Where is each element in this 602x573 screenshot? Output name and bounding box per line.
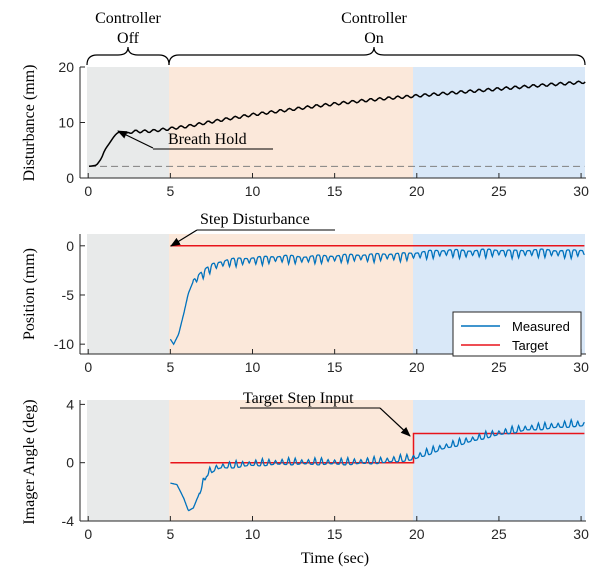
legend-box	[452, 311, 582, 357]
y-tick-label: 0	[66, 238, 74, 254]
disturbance-line	[88, 80, 586, 168]
x-axis-label: Time (sec)	[301, 550, 369, 567]
x-tick-label: 10	[245, 526, 261, 542]
x-tick-label: 30	[573, 183, 589, 199]
x-tick-label: 10	[245, 359, 261, 375]
y-tick-label: 0	[66, 455, 74, 471]
phase-label-on-line2: On	[364, 30, 384, 47]
x-tick-label: 30	[573, 359, 589, 375]
disturbance-panel: 0 5 10 15 20 25 30 0 10 20 Disturbance (mm) Brea…	[21, 59, 589, 199]
target-line	[170, 432, 585, 464]
phase-label-off-line2: Off	[117, 30, 140, 47]
target-step-annotation: Target Step Input	[243, 390, 354, 407]
region-off	[87, 234, 169, 354]
x-tick-label: 0	[84, 183, 92, 199]
y-tick-label: 20	[58, 59, 74, 75]
y-tick-label: -5	[62, 287, 75, 303]
x-tick-label: 5	[166, 183, 174, 199]
measured-line	[170, 417, 585, 512]
x-tick-label: 20	[409, 526, 425, 542]
y-axis-label: Disturbance (mm)	[21, 65, 38, 182]
y-tick-label: -10	[54, 336, 74, 352]
x-tick-label: 25	[491, 526, 507, 542]
brace-controller-off	[86, 46, 170, 66]
breath-hold-arrow	[117, 130, 154, 149]
phase-label-on-line1: Controller	[341, 10, 407, 27]
step-disturbance-arrow	[170, 229, 198, 247]
y-tick-label: 0	[66, 170, 74, 186]
measured-line	[169, 248, 585, 346]
legend-measured-label: Measured	[512, 319, 570, 334]
x-tick-label: 0	[84, 359, 92, 375]
y-tick-label: -4	[62, 513, 75, 529]
x-tick-label: 0	[84, 526, 92, 542]
target-step-arrow	[379, 407, 411, 437]
x-tick-label: 30	[573, 526, 589, 542]
x-tick-label: 15	[327, 183, 343, 199]
x-tick-label: 15	[327, 359, 343, 375]
x-tick-label: 5	[166, 359, 174, 375]
phase-label-off-line1: Controller	[95, 10, 161, 27]
legend: Measured Target	[452, 311, 582, 357]
x-tick-label: 10	[245, 183, 261, 199]
y-axis-label: Position (mm)	[21, 248, 38, 340]
x-tick-label: 25	[491, 359, 507, 375]
imager-angle-panel: 0 5 10 15 20 25 30 -4 0 4 Imager Angle (deg) Tim…	[21, 390, 589, 567]
position-panel: 0 5 10 15 20 25 30 -10 -5 0 Position (mm) Step D…	[21, 211, 589, 375]
region-on-blue	[413, 400, 585, 521]
x-tick-label: 20	[409, 183, 425, 199]
y-tick-label: 4	[66, 396, 74, 412]
legend-target-label: Target	[512, 338, 549, 353]
y-tick-label: 10	[58, 115, 74, 131]
x-tick-label: 25	[491, 183, 507, 199]
breath-hold-annotation: Breath Hold	[168, 131, 247, 148]
brace-controller-on	[168, 46, 586, 66]
region-on-orange	[169, 400, 413, 521]
y-axis-label: Imager Angle (deg)	[21, 399, 38, 524]
x-tick-label: 20	[409, 359, 425, 375]
x-tick-label: 15	[327, 526, 343, 542]
step-disturbance-annotation: Step Disturbance	[200, 211, 310, 228]
x-tick-label: 5	[166, 526, 174, 542]
region-on-orange	[169, 234, 413, 354]
region-off	[87, 400, 169, 521]
